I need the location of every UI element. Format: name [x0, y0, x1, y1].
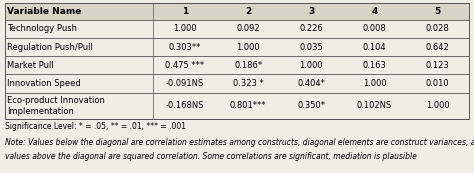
Text: 1: 1 — [182, 7, 188, 16]
Text: 2: 2 — [245, 7, 251, 16]
Text: -0.168NS: -0.168NS — [166, 101, 204, 111]
Text: 3: 3 — [308, 7, 314, 16]
Text: values above the diagonal are squared correlation. Some correlations are signifi: values above the diagonal are squared co… — [5, 152, 417, 161]
Text: 0.186*: 0.186* — [234, 61, 262, 70]
Text: -0.091NS: -0.091NS — [166, 79, 204, 88]
Text: 0.102NS: 0.102NS — [357, 101, 392, 111]
Text: Innovation Speed: Innovation Speed — [7, 79, 81, 88]
Bar — [5, 3, 469, 20]
Text: 1.000: 1.000 — [173, 24, 197, 34]
Text: Technology Push: Technology Push — [7, 24, 77, 34]
Text: 1.000: 1.000 — [237, 43, 260, 52]
Text: 0.226: 0.226 — [300, 24, 323, 34]
Text: 0.303**: 0.303** — [169, 43, 201, 52]
Text: 5: 5 — [435, 7, 441, 16]
Text: 0.104: 0.104 — [363, 43, 386, 52]
Text: 0.035: 0.035 — [300, 43, 323, 52]
Text: 0.163: 0.163 — [363, 61, 386, 70]
Text: 0.123: 0.123 — [426, 61, 449, 70]
Text: Note: Values below the diagonal are correlation estimates among constructs, diag: Note: Values below the diagonal are corr… — [5, 138, 474, 147]
Text: 1.000: 1.000 — [426, 101, 449, 111]
Text: 1.000: 1.000 — [300, 61, 323, 70]
Text: 0.642: 0.642 — [426, 43, 449, 52]
Bar — [5, 3, 469, 119]
Text: 0.801***: 0.801*** — [230, 101, 266, 111]
Text: Significance Level: * = .05, ** = .01, *** = .001: Significance Level: * = .05, ** = .01, *… — [5, 122, 186, 131]
Text: 0.475 ***: 0.475 *** — [165, 61, 205, 70]
Text: Market Pull: Market Pull — [7, 61, 54, 70]
Text: 0.350*: 0.350* — [297, 101, 325, 111]
Text: Regulation Push/Pull: Regulation Push/Pull — [7, 43, 93, 52]
Text: 0.092: 0.092 — [237, 24, 260, 34]
Text: 4: 4 — [371, 7, 378, 16]
Text: 0.010: 0.010 — [426, 79, 449, 88]
Text: 0.008: 0.008 — [363, 24, 386, 34]
Text: 1.000: 1.000 — [363, 79, 386, 88]
Text: Variable Name: Variable Name — [7, 7, 82, 16]
Text: Eco-product Innovation
Implementation: Eco-product Innovation Implementation — [7, 96, 105, 116]
Text: 0.028: 0.028 — [426, 24, 449, 34]
Text: 0.323 *: 0.323 * — [233, 79, 264, 88]
Text: 0.404*: 0.404* — [297, 79, 325, 88]
